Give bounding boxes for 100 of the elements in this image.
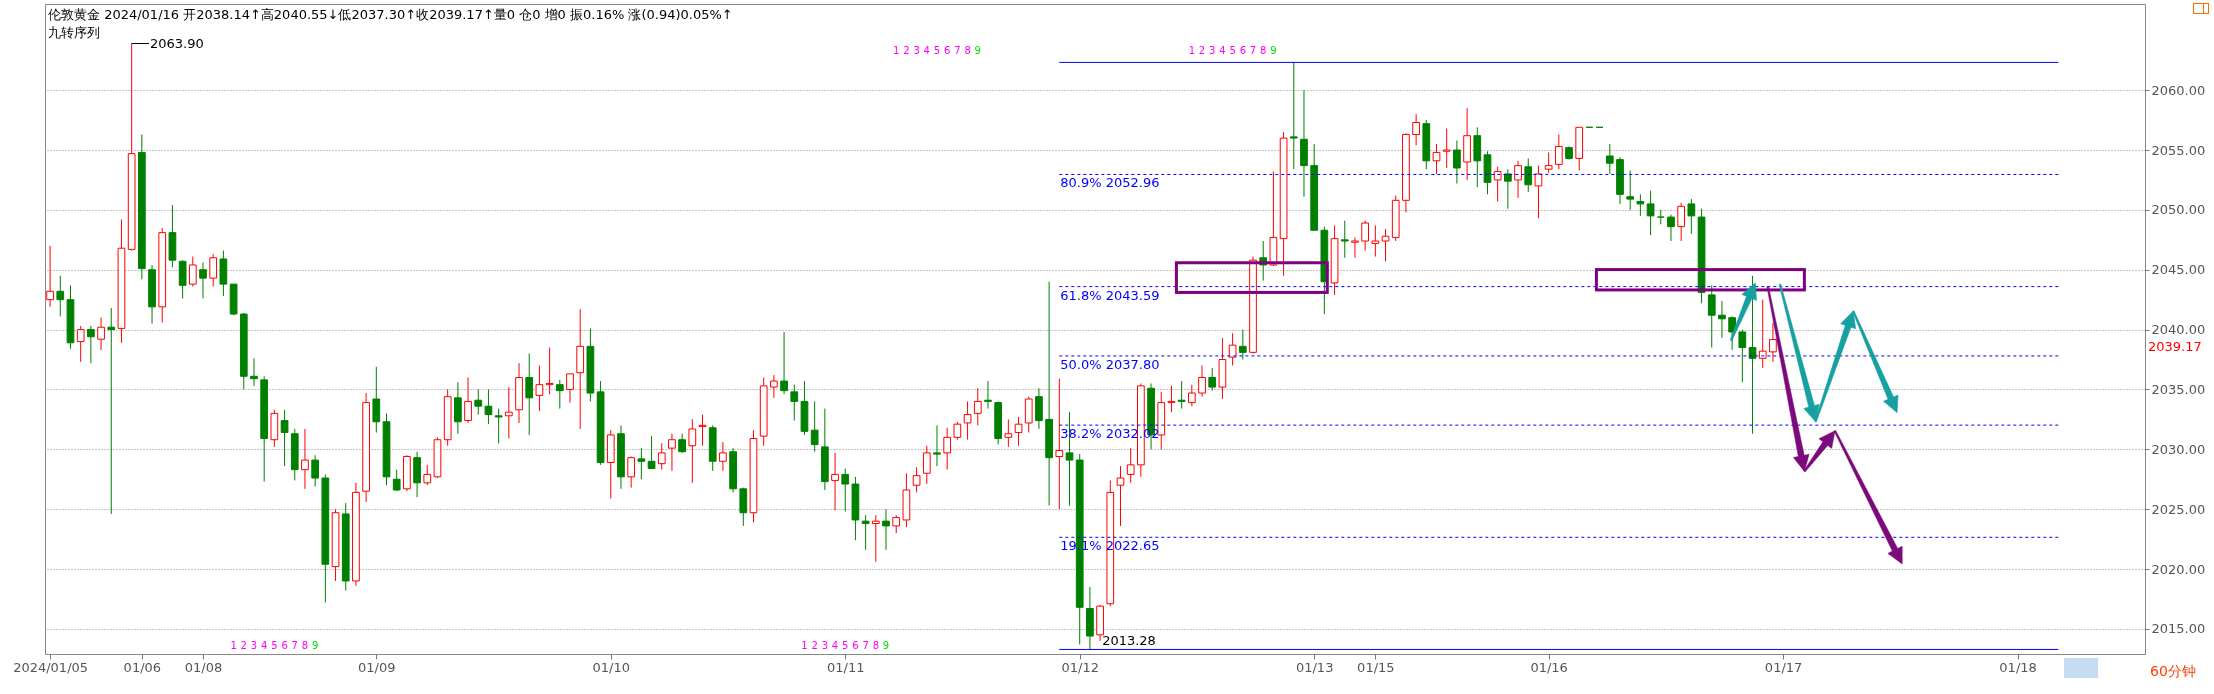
candlestick <box>1677 202 1686 242</box>
candlestick <box>810 400 819 453</box>
y-tick-label: 2025.00 <box>2151 501 2206 517</box>
candlestick <box>1758 299 1767 369</box>
candlestick <box>545 347 554 395</box>
candlestick <box>301 428 309 490</box>
candlestick <box>454 381 462 435</box>
candlestick <box>199 262 207 299</box>
x-tick-label: 01/08 <box>184 659 223 675</box>
candlestick <box>1493 166 1502 203</box>
y-tick-label: 2020.00 <box>2151 561 2206 577</box>
chart-title: 伦敦黄金 2024/01/16 开2038.14↑高2040.55↓低2037.30↑收2039.17↑量0 仓0 增0 振0.16% 涨(0.94)0.05%↑ <box>48 7 733 22</box>
candlestick <box>484 388 493 425</box>
text: 1 2 3 4 5 6 7 8 9 <box>1188 45 1277 56</box>
candlestick <box>566 373 574 404</box>
candlestick <box>555 379 564 410</box>
candlestick <box>1371 224 1380 258</box>
candlestick <box>1442 127 1451 169</box>
candlestick <box>1769 322 1777 363</box>
candlestick <box>1524 157 1533 193</box>
candlestick <box>1381 228 1390 262</box>
candlestick <box>1667 214 1675 242</box>
candlestick <box>1646 190 1655 236</box>
candlestick <box>627 455 636 489</box>
candlestick <box>1687 198 1696 235</box>
candlestick <box>963 400 972 441</box>
text: 1 2 3 4 5 6 7 8 9 <box>893 45 981 56</box>
candlestick <box>1554 133 1563 170</box>
y-tick-label: 2045.00 <box>2151 262 2206 278</box>
candlestick <box>657 442 666 471</box>
text: 1 2 3 4 5 6 7 8 9 <box>801 640 890 651</box>
candlestick <box>790 384 799 422</box>
y-tick-label: 2055.00 <box>2151 142 2206 158</box>
candlestick <box>933 424 941 467</box>
candlestick <box>1198 365 1206 398</box>
candlestick <box>1014 416 1023 447</box>
candlestick <box>504 386 513 440</box>
candlestick <box>1514 160 1522 199</box>
text: 60分钟 <box>2150 663 2196 679</box>
candlestick <box>1748 275 1757 435</box>
candlestick <box>1187 384 1196 407</box>
candlestick <box>678 433 686 454</box>
candlestick <box>423 464 432 486</box>
candlestick <box>1035 387 1043 430</box>
x-tick-label: 01/06 <box>123 659 162 675</box>
candlestick <box>1738 329 1747 383</box>
candlestick <box>1636 193 1645 217</box>
candlestick <box>1238 329 1247 361</box>
y-tick-label: 2030.00 <box>2151 441 2206 457</box>
candlestick <box>1626 169 1635 211</box>
candlestick <box>1177 380 1186 410</box>
ref-line-label: 80.9% 2052.96 <box>1060 175 1160 191</box>
candlestick <box>1412 113 1420 146</box>
candlestick <box>882 508 890 551</box>
text: 九转序列 <box>48 25 100 40</box>
candlestick <box>311 454 320 487</box>
x-tick-label: 01/10 <box>592 659 631 675</box>
candlestick <box>719 441 727 472</box>
candlestick <box>1707 284 1716 349</box>
candlestick <box>1289 62 1298 170</box>
x-tick-label: 01/18 <box>1999 659 2037 675</box>
candlestick <box>250 357 258 387</box>
candlestick <box>861 514 870 551</box>
candlestick <box>984 380 992 410</box>
candlestick <box>1351 236 1359 259</box>
text: 1 2 3 4 5 6 7 8 9 <box>230 640 319 651</box>
candlestick <box>1361 220 1370 252</box>
candlestick <box>209 253 218 287</box>
candlestick <box>1208 367 1217 392</box>
text: 2039.17 <box>2148 338 2202 354</box>
candlestick <box>494 408 503 444</box>
annotation: 2063.90 <box>150 35 204 51</box>
x-tick-label: 01/11 <box>827 659 865 675</box>
candlestick <box>1544 151 1553 174</box>
x-tick-label: 01/12 <box>1061 659 1099 675</box>
candlestick <box>56 275 65 317</box>
candlestick <box>107 307 116 515</box>
candlestick <box>97 317 105 351</box>
candlestick <box>831 452 839 511</box>
candlestick <box>780 331 788 395</box>
y-tick-label: 2040.00 <box>2151 322 2206 338</box>
candlestick <box>535 365 544 412</box>
candlestick <box>464 376 472 424</box>
x-tick-label: 01/15 <box>1357 659 1395 675</box>
candlestick <box>637 447 646 480</box>
candlestick <box>1605 143 1614 175</box>
candlestick <box>76 325 85 363</box>
y-tick-label: 2050.00 <box>2151 202 2206 218</box>
candlestick <box>474 388 483 416</box>
candlestick <box>372 366 381 434</box>
y-tick-label: 2035.00 <box>2151 381 2206 397</box>
candlestick <box>178 259 187 299</box>
candlestick <box>87 325 95 364</box>
candlestick <box>973 387 982 426</box>
x-tick-label: 01/13 <box>1295 659 1334 675</box>
candlestick <box>1340 220 1349 259</box>
candlestick <box>943 427 952 471</box>
candlestick <box>1432 143 1441 175</box>
candlestick <box>1126 447 1135 484</box>
x-tick-label: 01/09 <box>358 659 396 675</box>
